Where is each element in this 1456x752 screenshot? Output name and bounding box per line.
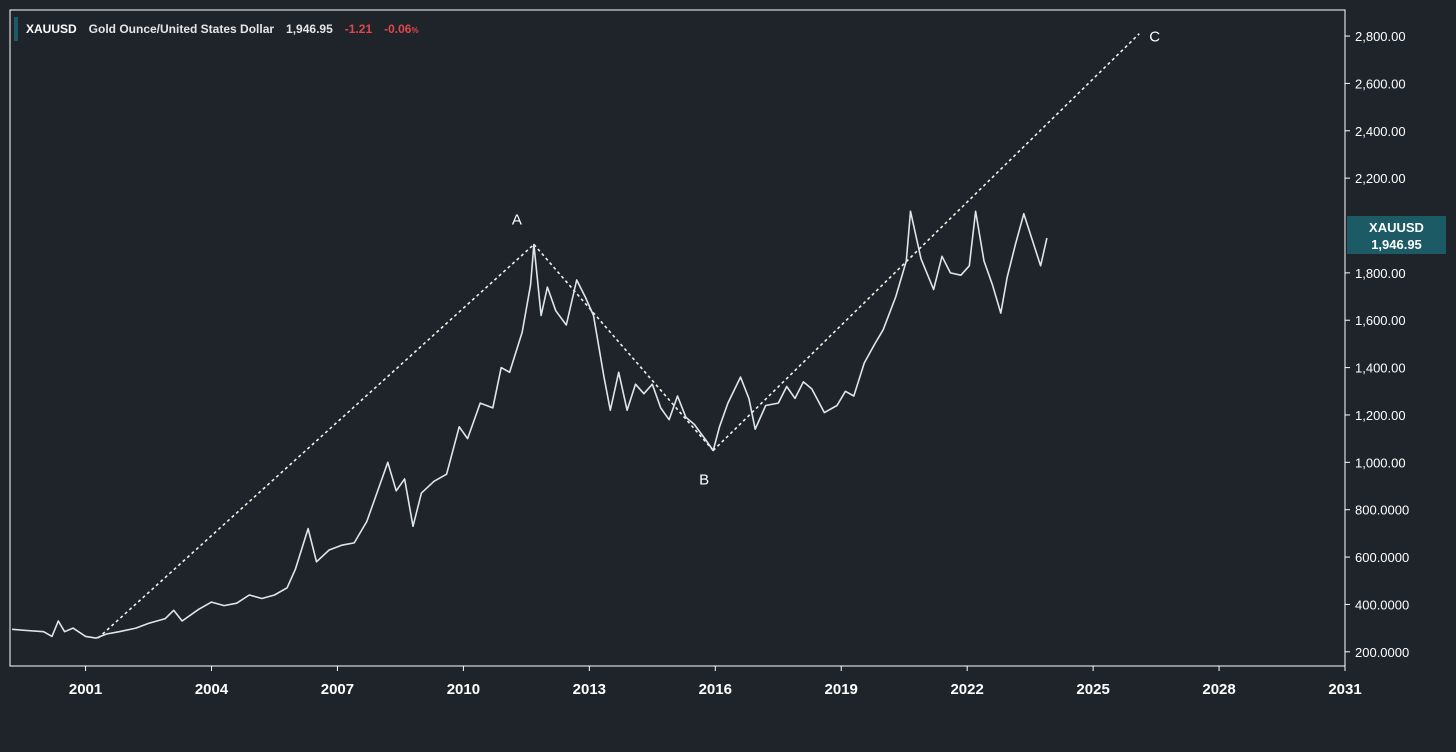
last-price: 1,946.95 — [286, 22, 333, 36]
x-axis[interactable]: 2001 2004 2007 2010 2013 2016 2019 2022 2025 2028… — [69, 666, 1362, 698]
symbol-ticker[interactable]: XAUUSD — [26, 22, 77, 36]
x-tick-label: 2004 — [195, 681, 229, 698]
y-tick-label: 1,400.00 — [1355, 361, 1406, 376]
y-tick-label: 200.0000 — [1355, 645, 1409, 660]
price-series-line — [12, 210, 1048, 639]
wave-label-a: A — [512, 211, 522, 228]
x-tick-label: 2007 — [321, 681, 354, 698]
price-badge-value: 1,946.95 — [1371, 237, 1422, 252]
price-change: -1.21 — [344, 22, 373, 36]
x-tick-label: 2031 — [1328, 681, 1361, 698]
y-tick-label: 800.0000 — [1355, 503, 1409, 518]
y-tick-label: 2,800.00 — [1355, 29, 1406, 44]
series-layer — [12, 210, 1048, 639]
price-change-percent: -0.06% — [384, 22, 418, 36]
trendline-2[interactable] — [533, 243, 714, 452]
y-tick-label: 2,600.00 — [1355, 76, 1406, 91]
trendlines — [97, 33, 1140, 639]
trendline-1[interactable] — [97, 243, 535, 639]
wave-label-c: C — [1149, 29, 1160, 46]
y-tick-label: 1,800.00 — [1355, 266, 1406, 281]
price-badge[interactable]: XAUUSD 1,946.95 — [1347, 216, 1446, 254]
symbol-header: XAUUSD Gold Ounce/United States Dollar 1… — [14, 17, 427, 41]
plot-border — [9, 9, 1346, 667]
percent-unit: % — [411, 26, 419, 35]
y-tick-label: 1,000.00 — [1355, 455, 1406, 470]
y-tick-label: 400.0000 — [1355, 597, 1409, 612]
x-tick-label: 2025 — [1076, 681, 1109, 698]
x-tick-label: 2010 — [447, 681, 480, 698]
x-tick-label: 2028 — [1202, 681, 1235, 698]
trendline-3[interactable] — [712, 33, 1140, 452]
y-axis[interactable]: 2,800.00 2,600.00 2,400.00 2,200.00 1,800.00… — [1345, 29, 1409, 660]
annotation-layer: A B C — [512, 29, 1160, 489]
symbol-name: Gold Ounce/United States Dollar — [88, 22, 275, 36]
x-tick-label: 2022 — [950, 681, 983, 698]
price-badge-symbol: XAUUSD — [1369, 220, 1424, 235]
y-tick-label: 2,200.00 — [1355, 171, 1406, 186]
percent-value: -0.06 — [384, 22, 412, 36]
x-tick-label: 2001 — [69, 681, 102, 698]
x-tick-label: 2016 — [699, 681, 732, 698]
y-tick-label: 600.0000 — [1355, 550, 1409, 565]
x-tick-label: 2013 — [573, 681, 606, 698]
y-tick-label: 1,600.00 — [1355, 313, 1406, 328]
y-tick-label: 2,400.00 — [1355, 124, 1406, 139]
wave-label-b: B — [699, 471, 709, 488]
x-tick-label: 2019 — [825, 681, 858, 698]
y-tick-label: 1,200.00 — [1355, 408, 1406, 423]
